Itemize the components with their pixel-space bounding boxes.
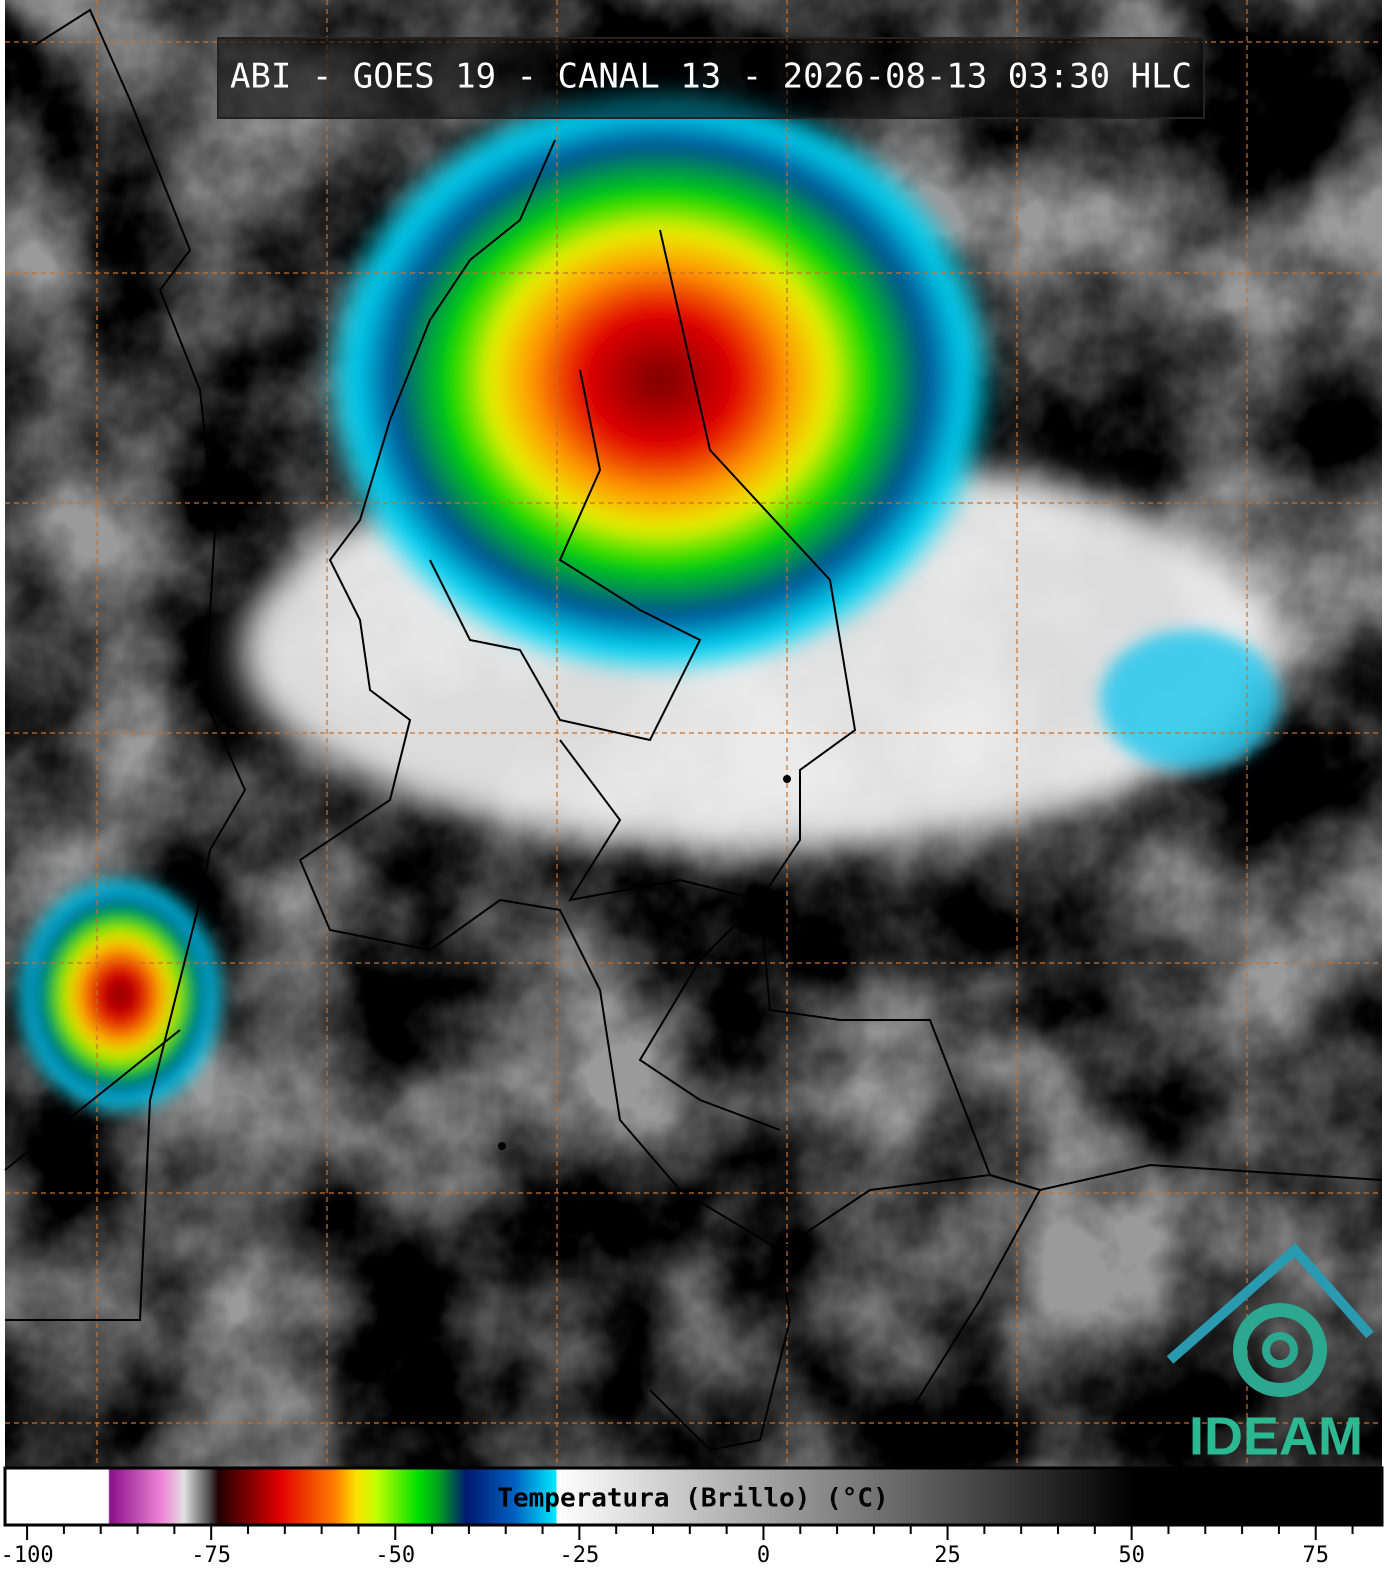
logo-text: IDEAM [1189, 1406, 1363, 1466]
tick-label: 0 [757, 1543, 770, 1568]
colorbar-label: Temperatura (Brillo) (°C) [497, 1484, 888, 1514]
tick-label: -25 [559, 1543, 599, 1568]
colorbar: Temperatura (Brillo) (°C) -100 -75 -50 -25 0… [1, 1466, 1384, 1568]
tick-label: 75 [1302, 1543, 1329, 1568]
map [4, 0, 1383, 1467]
tick-label: -75 [191, 1543, 231, 1568]
title: ABI - GOES 19 - CANAL 13 - 2026-08-13 03… [230, 57, 1192, 97]
tick-label: -50 [375, 1543, 415, 1568]
tick-label: 25 [934, 1543, 961, 1568]
title-box: ABI - GOES 19 - CANAL 13 - 2026-08-13 03… [217, 37, 1205, 119]
tick-label: 50 [1118, 1543, 1145, 1568]
tick-label: -100 [1, 1543, 54, 1568]
logo: IDEAM [1166, 1242, 1374, 1466]
